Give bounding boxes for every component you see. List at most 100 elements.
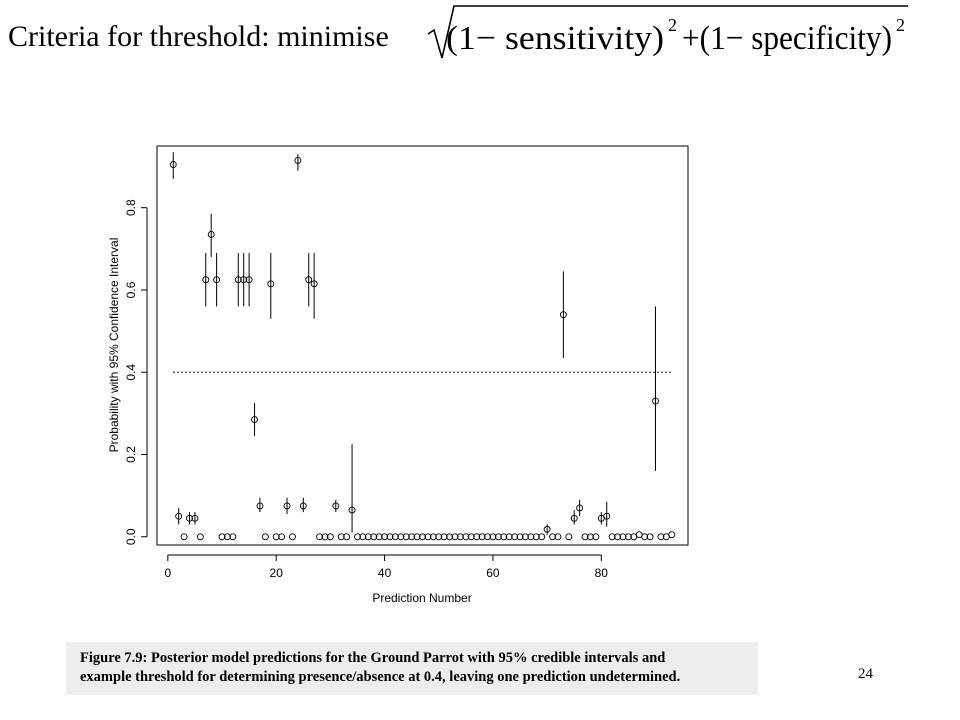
prediction-point	[207, 230, 215, 238]
prediction-point	[624, 533, 632, 541]
prediction-point	[310, 280, 318, 288]
prediction-point	[218, 533, 226, 541]
prediction-point	[381, 533, 389, 541]
prediction-point	[191, 514, 199, 522]
prediction-point	[354, 533, 361, 541]
prediction-point	[240, 276, 248, 284]
prediction-point	[397, 533, 405, 541]
formula-term-sensitivity: (1− sensitivity)	[446, 20, 664, 57]
prediction-point	[473, 533, 481, 541]
prediction-point	[467, 533, 475, 541]
x-tick-label: 40	[378, 566, 392, 580]
prediction-point	[251, 416, 258, 423]
prediction-point	[435, 533, 443, 541]
prediction-point	[549, 533, 556, 541]
prediction-point	[202, 276, 210, 284]
prediction-point	[283, 502, 291, 510]
prediction-point	[668, 531, 676, 539]
prediction-point	[521, 533, 529, 541]
prediction-point	[608, 533, 616, 541]
prediction-point	[316, 533, 324, 541]
prediction-point	[289, 533, 296, 541]
prediction-chart: 0.0 0.2 0.4 0.6 0.8 0 20 40 60 80 Prediction Num…	[66, 112, 758, 642]
y-axis-label: Probability with 95% Confidence Interval	[107, 238, 121, 453]
prediction-point	[505, 533, 513, 541]
prediction-point	[408, 533, 416, 541]
prediction-point	[511, 533, 519, 541]
prediction-point	[213, 276, 221, 284]
caption-line-2: example threshold for determining presen…	[80, 669, 681, 685]
prediction-point	[576, 504, 584, 512]
prediction-point	[413, 533, 421, 541]
y-tick-label: 0.8	[124, 199, 138, 216]
plot-background	[66, 112, 758, 642]
prediction-point	[446, 533, 454, 541]
prediction-point	[652, 397, 659, 405]
prediction-point	[337, 533, 345, 541]
prediction-point	[543, 525, 551, 533]
prediction-point	[278, 533, 286, 541]
prediction-point	[440, 533, 448, 541]
formula-exponent-1: 2	[668, 15, 677, 35]
x-tick-label: 20	[270, 566, 284, 580]
prediction-point	[619, 533, 627, 541]
prediction-point	[559, 311, 567, 319]
y-tick-label: 0.4	[124, 364, 138, 381]
y-tick-label: 0.6	[124, 281, 138, 298]
prediction-point	[581, 533, 589, 541]
prediction-point	[456, 533, 464, 541]
prediction-point	[538, 533, 546, 541]
prediction-point	[348, 506, 356, 514]
prediction-point	[261, 533, 269, 541]
prediction-point	[478, 533, 486, 541]
prediction-point	[484, 533, 491, 541]
plot-frame	[156, 145, 689, 546]
x-tick-label: 60	[486, 566, 500, 580]
figure-panel: 0.0 0.2 0.4 0.6 0.8 0 20 40 60 80 Prediction Num…	[66, 112, 758, 695]
formula-exponent-2: 2	[896, 15, 905, 35]
prediction-point	[180, 533, 188, 541]
prediction-point	[169, 161, 177, 168]
prediction-point	[267, 280, 275, 288]
prediction-point	[305, 276, 313, 284]
page-number: 24	[858, 666, 873, 682]
prediction-point	[343, 533, 351, 541]
prediction-point	[516, 533, 524, 541]
prediction-point	[402, 533, 410, 541]
prediction-point	[359, 533, 367, 541]
prediction-point	[299, 502, 307, 510]
prediction-point	[272, 533, 280, 541]
prediction-point	[532, 533, 540, 541]
figure-caption: Figure 7.9: Posterior model predictions …	[80, 649, 750, 687]
x-tick-label: 80	[595, 566, 609, 580]
prediction-point	[500, 533, 508, 541]
criterion-formula: (1− sensitivity) 2 +(1− specificity) 2	[427, 5, 908, 59]
prediction-point	[234, 276, 242, 284]
prediction-point	[196, 533, 204, 541]
prediction-point	[245, 276, 253, 284]
prediction-point	[451, 533, 459, 541]
y-axis: 0.0 0.2 0.4 0.6 0.8	[124, 199, 148, 545]
prediction-point	[554, 533, 562, 541]
prediction-point	[570, 514, 578, 522]
prediction-point	[603, 512, 611, 520]
prediction-points	[169, 156, 676, 541]
prediction-point	[587, 533, 594, 541]
prediction-point	[614, 533, 622, 541]
prediction-point	[391, 533, 399, 541]
formula-term-specificity: +(1− specificity)	[682, 20, 892, 57]
prediction-point	[229, 533, 237, 541]
prediction-point	[175, 512, 183, 520]
square-root-sign	[427, 5, 908, 59]
y-tick-label: 0.0	[124, 528, 138, 545]
prediction-point	[657, 533, 665, 541]
prediction-point	[386, 533, 394, 541]
prediction-point	[429, 533, 437, 541]
prediction-point	[294, 156, 302, 164]
prediction-point	[223, 533, 231, 541]
prediction-point	[321, 533, 329, 541]
slide-heading: Criteria for threshold: minimise	[8, 20, 389, 53]
prediction-point	[565, 533, 573, 541]
prediction-point	[641, 533, 649, 541]
x-tick-label: 0	[164, 566, 171, 580]
